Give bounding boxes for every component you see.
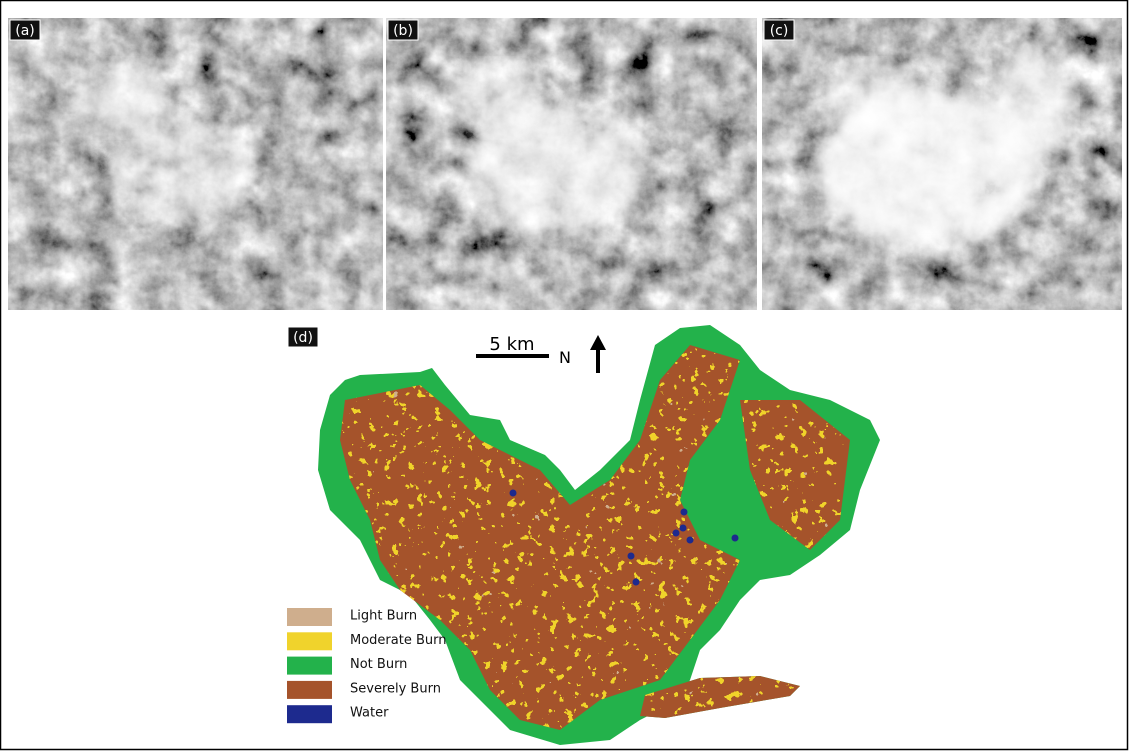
scale-label: 5 km bbox=[489, 334, 534, 355]
legend-label: Light Burn bbox=[350, 609, 417, 624]
water-body bbox=[680, 525, 687, 532]
water-body bbox=[687, 537, 694, 544]
figure: (a) (b) (c) (d) 5 km N Light Burn Moderate Bu… bbox=[0, 0, 1129, 751]
water-body bbox=[633, 579, 640, 586]
legend-label: Water bbox=[350, 706, 389, 721]
legend-swatch bbox=[287, 705, 332, 723]
panel-label: (a) bbox=[15, 23, 35, 39]
burn-scar bbox=[452, 63, 542, 133]
north-label: N bbox=[559, 348, 571, 367]
legend-label: Not Burn bbox=[350, 657, 407, 672]
water-body bbox=[628, 553, 635, 560]
water-body bbox=[510, 490, 517, 497]
legend-swatch bbox=[287, 657, 332, 675]
panel-label: (b) bbox=[393, 23, 413, 39]
water-body bbox=[732, 535, 739, 542]
panel-label: (c) bbox=[770, 23, 789, 39]
legend-swatch bbox=[287, 681, 332, 699]
water-body bbox=[673, 530, 680, 537]
burn-scar bbox=[76, 63, 166, 133]
legend-swatch bbox=[287, 632, 332, 650]
image-panels: (a) (b) (c) bbox=[8, 18, 1122, 310]
legend-label: Moderate Burn bbox=[350, 633, 446, 648]
legend-label: Severely Burn bbox=[350, 681, 441, 696]
panel-label: (d) bbox=[293, 330, 313, 346]
water-body bbox=[681, 509, 688, 516]
legend-swatch bbox=[287, 608, 332, 626]
burn-scar bbox=[992, 48, 1072, 168]
burn-scar bbox=[825, 63, 915, 133]
